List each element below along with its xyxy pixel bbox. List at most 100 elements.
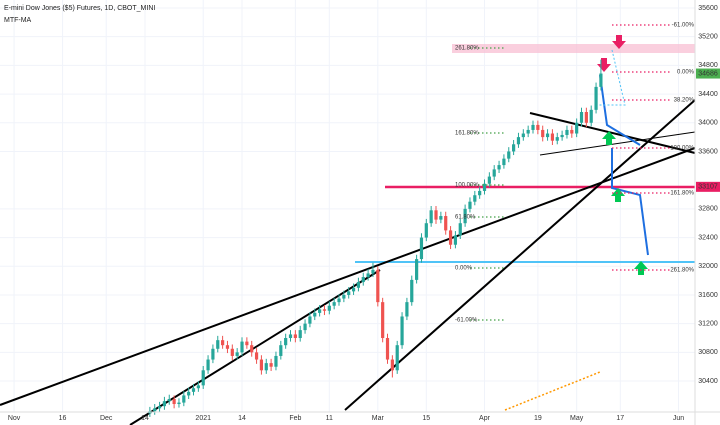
candle-body bbox=[560, 134, 564, 138]
x-tick-label: 15 bbox=[422, 415, 430, 422]
candle-body bbox=[400, 316, 404, 346]
candle-body bbox=[284, 338, 288, 346]
candle-body bbox=[584, 112, 588, 123]
candle-body bbox=[502, 158, 506, 166]
candle-body bbox=[342, 294, 346, 299]
candle-body bbox=[153, 408, 157, 412]
candle-body bbox=[337, 298, 341, 303]
x-tick-label: 14 bbox=[238, 415, 246, 422]
y-tick-label: 32400 bbox=[698, 234, 718, 241]
trendline bbox=[344, 99, 696, 411]
candle-body bbox=[240, 341, 244, 353]
x-tick-label: Dec bbox=[100, 415, 113, 422]
candle-body bbox=[376, 269, 380, 303]
candle-body bbox=[419, 237, 424, 260]
candle-body bbox=[521, 133, 525, 138]
candle-body bbox=[288, 334, 293, 339]
candle-body bbox=[298, 330, 302, 339]
candle-body bbox=[221, 340, 225, 346]
x-tick-label: 19 bbox=[534, 415, 542, 422]
candle-body bbox=[225, 345, 230, 349]
candle-body bbox=[599, 73, 603, 87]
candle-body bbox=[157, 406, 162, 409]
candle-body bbox=[410, 279, 414, 303]
candle-body bbox=[187, 391, 191, 396]
candle-body bbox=[594, 86, 598, 110]
candle-body bbox=[478, 190, 482, 196]
candle-body bbox=[264, 363, 268, 371]
fib-label: 100.00% bbox=[670, 146, 694, 152]
fib-label: -61.00% bbox=[672, 23, 695, 29]
candle-body bbox=[579, 112, 584, 123]
candle-body bbox=[322, 309, 327, 311]
candle-body bbox=[497, 165, 501, 170]
candle-body bbox=[473, 195, 477, 202]
candle-body bbox=[395, 345, 399, 371]
fib-label: 61.80% bbox=[455, 215, 476, 221]
candle-body bbox=[429, 210, 433, 224]
y-tick-label: 35600 bbox=[698, 5, 718, 12]
candle-body bbox=[259, 359, 264, 371]
candle-body bbox=[172, 398, 176, 405]
candle-body bbox=[434, 210, 438, 220]
fib-label: 0.00% bbox=[455, 266, 473, 272]
candle-body bbox=[458, 223, 462, 236]
x-tick-label: Jun bbox=[673, 415, 684, 422]
candle-body bbox=[565, 129, 569, 135]
y-tick-label: 32800 bbox=[698, 206, 718, 213]
candle-body bbox=[550, 133, 555, 141]
y-tick-label: 34800 bbox=[698, 62, 718, 69]
price-label-box bbox=[696, 68, 720, 79]
candle-body bbox=[531, 124, 535, 130]
candle-body bbox=[371, 269, 375, 274]
candle-body bbox=[463, 208, 467, 224]
down-arrow-icon bbox=[612, 35, 626, 49]
candle-body bbox=[332, 302, 336, 306]
candle-body bbox=[361, 277, 365, 283]
fib-label: 38.20% bbox=[674, 98, 695, 104]
candle-body bbox=[444, 216, 448, 231]
y-tick-label: 30800 bbox=[698, 349, 718, 356]
price-label: 33107 bbox=[698, 184, 718, 191]
candle-body bbox=[327, 305, 331, 311]
candle-body bbox=[293, 334, 297, 339]
candle-body bbox=[347, 291, 351, 295]
candle-body bbox=[216, 340, 220, 349]
candle-body bbox=[516, 137, 521, 145]
candle-body bbox=[570, 129, 574, 134]
candle-body bbox=[303, 323, 307, 331]
candle-body bbox=[308, 316, 312, 324]
y-tick-label: 34000 bbox=[698, 120, 718, 127]
indicator-name: MTF-MA bbox=[4, 17, 32, 24]
candle-body bbox=[468, 201, 472, 209]
candle-body bbox=[274, 355, 278, 367]
arrow bbox=[595, 49, 626, 106]
fib-label: 161.80% bbox=[670, 191, 694, 197]
candle-body bbox=[196, 385, 200, 389]
arrow bbox=[611, 148, 649, 256]
x-tick-label: Mar bbox=[372, 415, 385, 422]
x-tick-label: May bbox=[570, 415, 584, 422]
up-arrow-icon bbox=[634, 261, 648, 275]
candle-body bbox=[536, 124, 540, 130]
candle-body bbox=[245, 341, 249, 346]
candle-body bbox=[254, 352, 259, 360]
candle-body bbox=[318, 309, 322, 313]
candle-body bbox=[448, 230, 453, 245]
y-tick-label: 35200 bbox=[698, 34, 718, 41]
candle-body bbox=[492, 169, 496, 177]
candle-body bbox=[167, 398, 171, 402]
projection-line bbox=[504, 371, 601, 411]
x-tick-label: 11 bbox=[326, 415, 333, 422]
candle-body bbox=[453, 235, 458, 245]
trendline bbox=[0, 147, 696, 406]
candle-body bbox=[351, 287, 356, 292]
candle-body bbox=[206, 359, 210, 371]
candle-body bbox=[279, 345, 283, 356]
candle-body bbox=[385, 338, 390, 360]
arrow bbox=[599, 74, 641, 146]
candle-body bbox=[390, 359, 394, 371]
candle-body bbox=[366, 273, 370, 278]
candle-body bbox=[575, 122, 579, 134]
